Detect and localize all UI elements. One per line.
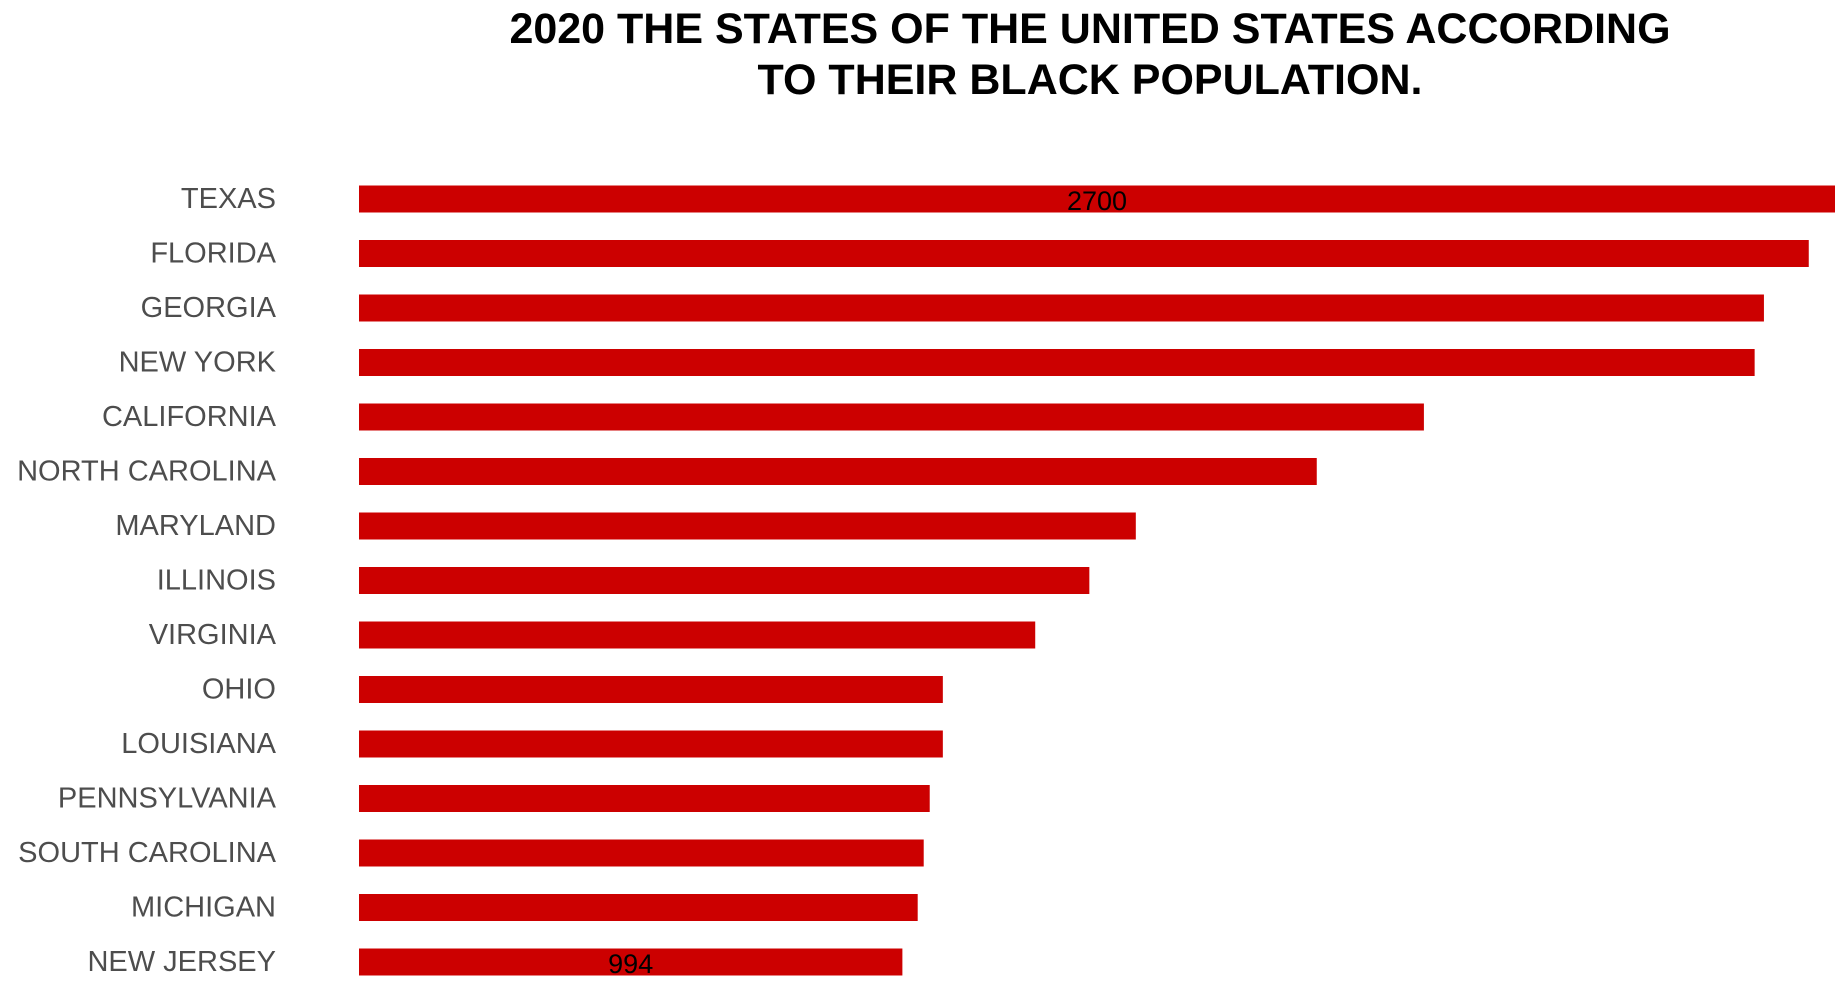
category-label: SOUTH CAROLINA xyxy=(18,837,276,869)
bar xyxy=(359,349,1755,376)
bar-value-label: 994 xyxy=(608,949,653,979)
bar xyxy=(359,621,1036,649)
bar xyxy=(359,839,924,867)
bar xyxy=(359,458,1317,485)
bar xyxy=(359,730,943,758)
data-labels: 2700 994 xyxy=(608,186,1127,979)
category-label: CALIFORNIA xyxy=(102,401,277,433)
category-label: LOUISIANA xyxy=(121,728,276,760)
category-label: MARYLAND xyxy=(115,510,276,542)
category-label: GEORGIA xyxy=(141,292,277,324)
chart-title-line-2: TO THEIR BLACK POPULATION. xyxy=(757,56,1423,104)
category-label: MICHIGAN xyxy=(131,892,276,924)
bar xyxy=(359,512,1136,540)
bar-value-label: 2700 xyxy=(1067,186,1127,216)
category-label: ILLINOIS xyxy=(157,565,276,597)
bar xyxy=(359,185,1835,213)
category-label: PENNSYLVANIA xyxy=(58,783,277,815)
bar xyxy=(359,240,1809,267)
bars xyxy=(359,185,1835,976)
category-label: VIRGINIA xyxy=(149,619,277,651)
bar xyxy=(359,403,1424,431)
chart-title: 2020 THE STATES OF THE UNITED STATES ACC… xyxy=(360,4,1820,106)
bar xyxy=(359,567,1090,594)
category-label: NEW JERSEY xyxy=(87,946,276,978)
category-label: FLORIDA xyxy=(150,238,276,270)
bar xyxy=(359,948,903,976)
bar xyxy=(359,676,943,703)
category-label: TEXAS xyxy=(181,183,276,215)
bar xyxy=(359,785,930,812)
category-label: OHIO xyxy=(202,674,276,706)
category-labels: TEXAS FLORIDA GEORGIA NEW YORK CALIFORNIA NOR… xyxy=(17,183,277,978)
chart-title-line-1: 2020 THE STATES OF THE UNITED STATES ACC… xyxy=(509,5,1671,53)
bar xyxy=(359,894,918,921)
category-label: NEW YORK xyxy=(119,347,277,379)
bar xyxy=(359,294,1764,322)
category-label: NORTH CAROLINA xyxy=(17,456,277,488)
